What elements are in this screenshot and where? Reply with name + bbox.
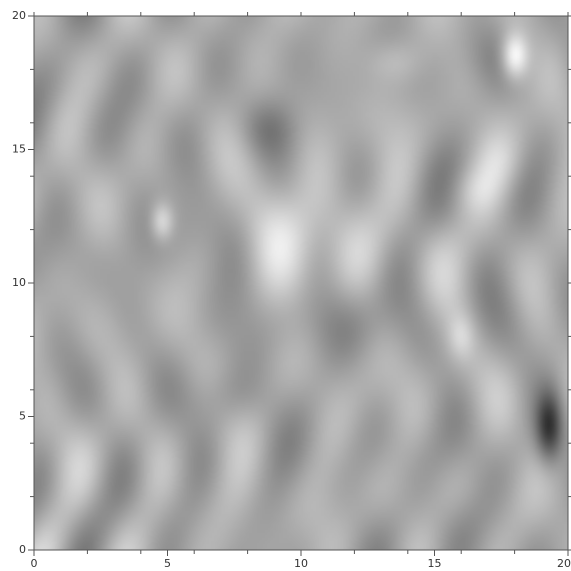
y-tick-label: 0 <box>19 543 26 556</box>
y-tick-label: 10 <box>12 276 26 289</box>
x-tick-label: 20 <box>557 557 571 570</box>
x-tick-label: 15 <box>428 557 442 570</box>
x-tick-label: 5 <box>164 557 171 570</box>
y-tick-label: 5 <box>19 410 26 423</box>
heatmap-image <box>34 16 568 550</box>
axes: 0 5 10 15 20 0 5 10 15 20 <box>12 9 571 570</box>
y-tick-label: 15 <box>12 143 26 156</box>
x-tick-label: 10 <box>294 557 308 570</box>
x-tick-label: 0 <box>31 557 38 570</box>
y-tick-label: 20 <box>12 9 26 22</box>
plot-area <box>34 16 568 550</box>
